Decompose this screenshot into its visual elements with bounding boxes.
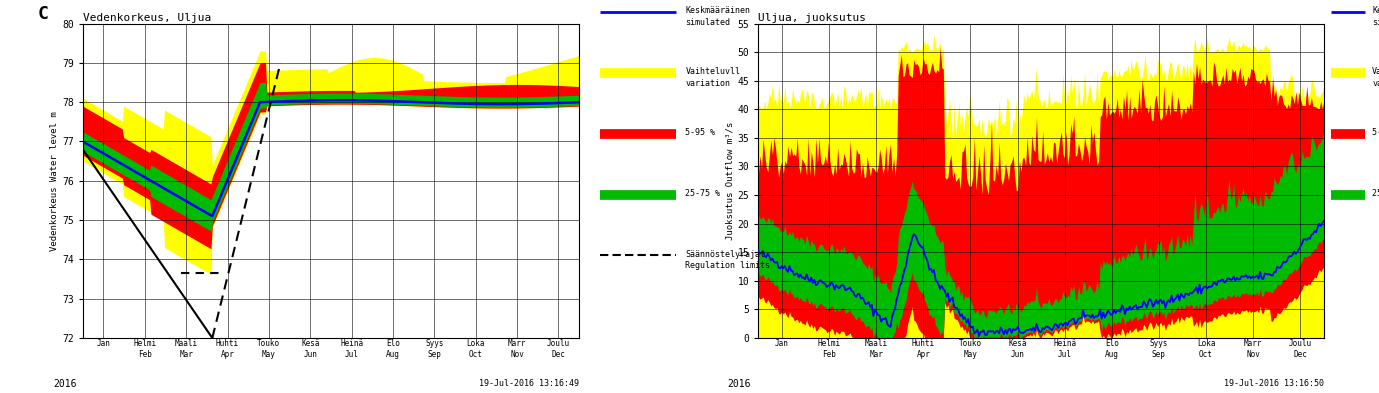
Text: 19-Jul-2016 13:16:49: 19-Jul-2016 13:16:49 [479,379,579,388]
Y-axis label: Vedenkorkeus Water level m: Vedenkorkeus Water level m [50,111,59,251]
Text: Uljua, juoksutus: Uljua, juoksutus [758,13,866,23]
Text: Keskmääräinen: Keskmääräinen [1372,6,1379,15]
Text: 5-95 %: 5-95 % [685,128,716,137]
Text: variation: variation [1372,79,1379,88]
Text: Regulation limits: Regulation limits [685,261,771,270]
Text: 5-95 %: 5-95 % [1372,128,1379,137]
Text: 2016: 2016 [727,379,750,389]
Text: 2016: 2016 [52,379,76,389]
Y-axis label: Juoksutus Outflow m³/s: Juoksutus Outflow m³/s [725,122,735,240]
Text: 25-75 %: 25-75 % [685,189,720,198]
Text: Säännöstelyrajat: Säännöstelyrajat [685,250,765,259]
Text: simulated: simulated [1372,18,1379,27]
Text: Vaihteluvll: Vaihteluvll [685,67,741,76]
Text: Vaihteluvll: Vaihteluvll [1372,67,1379,76]
Text: 25-75 %: 25-75 % [1372,189,1379,198]
Text: Keskmääräinen: Keskmääräinen [685,6,750,15]
Text: simulated: simulated [685,18,731,27]
Text: Vedenkorkeus, Uljua: Vedenkorkeus, Uljua [83,13,211,23]
Text: C: C [39,5,48,23]
Text: variation: variation [685,79,731,88]
Text: 19-Jul-2016 13:16:50: 19-Jul-2016 13:16:50 [1223,379,1324,388]
